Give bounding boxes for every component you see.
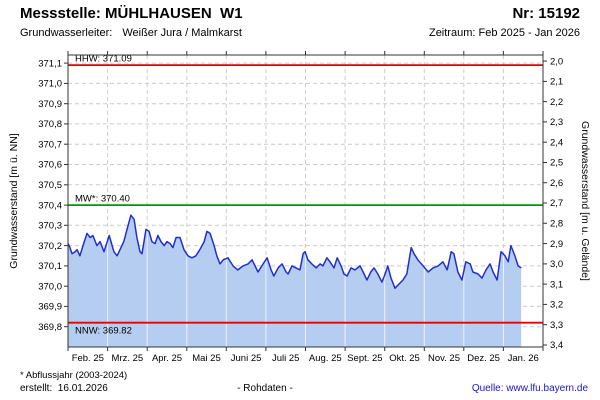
footnote-abflussjahr: * Abflussjahr (2003-2024) xyxy=(20,370,128,381)
left-tick-label: 370,4 xyxy=(38,200,62,211)
right-tick-label: 2,0 xyxy=(550,56,563,67)
period-label: Zeitraum: Feb 2025 - Jan 2026 xyxy=(428,27,580,39)
x-gridlines-over-fill xyxy=(107,215,504,347)
right-tick-label: 2,7 xyxy=(550,198,563,209)
month-label: Jan. 26 xyxy=(508,353,539,364)
right-tick-label: 2,5 xyxy=(550,158,563,169)
nnw-label: NNW: 369.82 xyxy=(75,326,132,337)
month-label: Juli 25 xyxy=(272,353,299,364)
right-tick-label: 3,1 xyxy=(550,279,563,290)
left-tick-label: 370,2 xyxy=(38,241,62,252)
station-number: Nr: 15192 xyxy=(512,5,580,22)
month-label: Apr. 25 xyxy=(152,353,182,364)
right-tick-label: 2,9 xyxy=(550,239,563,250)
left-tick-label: 370,1 xyxy=(38,261,62,272)
left-tick-label: 369,8 xyxy=(38,322,62,333)
left-tick-label: 369,9 xyxy=(38,302,62,313)
month-label: Aug. 25 xyxy=(309,353,342,364)
month-label: Dez. 25 xyxy=(467,353,500,364)
aquifer-value: Weißer Jura / Malmkarst xyxy=(122,27,242,39)
month-label: Mrz. 25 xyxy=(112,353,144,364)
right-tick-label: 2,2 xyxy=(550,97,563,108)
right-tick-label: 3,2 xyxy=(550,300,563,311)
right-tick-label: 2,1 xyxy=(550,77,563,88)
right-tick-label: 3,0 xyxy=(550,259,563,270)
data-type-label: - Rohdaten - xyxy=(237,383,293,394)
right-axis: 2,0 2,1 2,2 2,3 2,4 2,5 2,6 2,7 2,8 2,9 3,0 3,1 3,2 3… xyxy=(543,56,563,351)
month-label: Okt. 25 xyxy=(389,353,420,364)
hhw-label: HHW: 371.09 xyxy=(75,54,132,65)
right-tick-label: 2,4 xyxy=(550,137,563,148)
month-label: Sept. 25 xyxy=(347,353,382,364)
right-tick-label: 3,3 xyxy=(550,320,563,331)
subheader-row: Grundwasserleiter: Weißer Jura / Malmkars… xyxy=(20,27,580,39)
header-row: Messstelle: MÜHLHAUSEN W1 Nr: 15192 xyxy=(20,5,580,22)
left-axis: 371,1 371,0 370,9 370,8 370,7 370,6 370,5 370,4… xyxy=(38,58,68,333)
left-tick-label: 370,3 xyxy=(38,221,62,232)
left-tick-label: 371,0 xyxy=(38,79,62,90)
left-tick-label: 370,8 xyxy=(38,119,62,130)
left-axis-title: Grundwasserstand [m ü. NN] xyxy=(8,133,20,268)
right-axis-title: Grundwasserstand [m u. Gelände] xyxy=(579,121,591,281)
right-tick-label: 2,8 xyxy=(550,219,563,230)
x-axis: Feb. 25 Mrz. 25 Apr. 25 Mai 25 Juni 25 Juli 2… xyxy=(67,51,544,364)
left-tick-label: 370,5 xyxy=(38,180,62,191)
aquifer-info: Grundwasserleiter: Weißer Jura / Malmkars… xyxy=(20,27,242,39)
left-tick-label: 371,1 xyxy=(38,58,62,69)
right-tick-label: 2,3 xyxy=(550,117,563,128)
groundwater-line xyxy=(67,214,522,289)
right-tick-label: 3,4 xyxy=(550,340,563,351)
left-tick-label: 370,9 xyxy=(38,99,62,110)
month-label: Feb. 25 xyxy=(72,353,104,364)
left-tick-label: 370,0 xyxy=(38,281,62,292)
page-title: Messstelle: MÜHLHAUSEN W1 xyxy=(20,5,243,22)
left-tick-label: 370,6 xyxy=(38,160,62,171)
groundwater-area-fill xyxy=(68,215,522,347)
right-tick-label: 2,6 xyxy=(550,178,563,189)
month-label: Nov. 25 xyxy=(428,353,460,364)
mw-label: MW*: 370.40 xyxy=(75,194,130,205)
month-label: Mai 25 xyxy=(192,353,221,364)
month-label: Juni 25 xyxy=(231,353,262,364)
aquifer-label: Grundwasserleiter: xyxy=(20,27,113,39)
left-tick-label: 370,7 xyxy=(38,139,62,150)
source-link[interactable]: Quelle: www.lfu.bayern.de xyxy=(471,383,588,394)
created-date: erstellt: 16.01.2026 xyxy=(20,383,108,394)
